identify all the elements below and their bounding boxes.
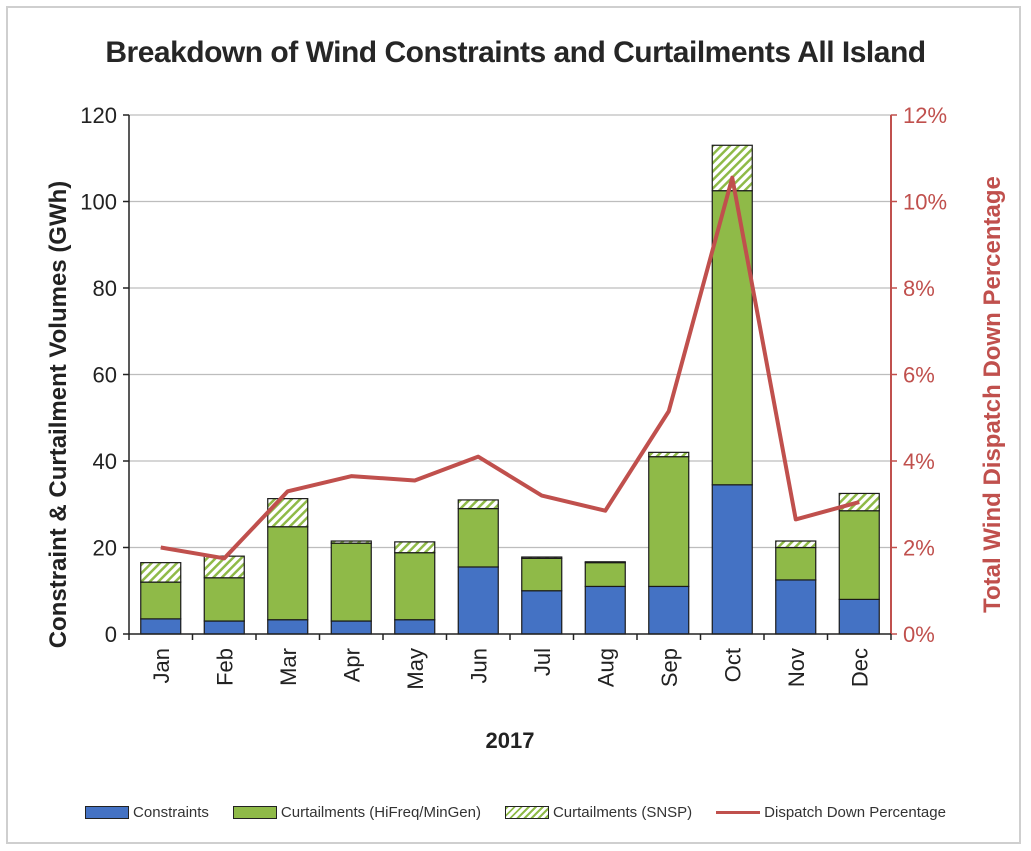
bar-curtailments-hifreq [521, 557, 563, 592]
x-tick-label: May [403, 648, 428, 690]
x-tick-label: Jun [466, 648, 491, 683]
y2-tick-label: 8% [903, 276, 935, 301]
bar-curtailments-snsp [394, 541, 436, 554]
y-axis-title: Constraint & Curtailment Volumes (GWh) [45, 181, 72, 649]
chart-title: Breakdown of Wind Constraints and Curtai… [105, 36, 926, 69]
bar-curtailments-snsp [648, 451, 690, 458]
legend-swatch-curtailments-snsp [504, 806, 549, 819]
legend-label-curtailments-hifreq: Curtailments (HiFreq/MinGen) [280, 804, 481, 821]
chart-frame [6, 6, 1021, 844]
y2-tick-label: 12% [903, 103, 947, 128]
legend-label-curtailments-snsp: Curtailments (SNSP) [552, 804, 693, 821]
bar-curtailments-snsp [584, 561, 626, 564]
bar-curtailments-hifreq [648, 456, 690, 588]
bar-curtailments-hifreq [330, 542, 372, 622]
bar-curtailments-snsp [775, 540, 817, 549]
bar-curtailments-hifreq [140, 581, 182, 620]
y2-tick-label: 2% [903, 536, 935, 561]
x-tick-label: Jan [149, 648, 174, 683]
bar-constraints [140, 618, 182, 635]
bar-constraints [838, 598, 880, 635]
bar-curtailments-hifreq [584, 562, 626, 588]
legend-item-dispatch-down: Dispatch Down Percentage [716, 804, 946, 821]
x-axis-title: 2017 [486, 728, 535, 753]
bar-curtailments-hifreq [775, 546, 817, 581]
bar-curtailments-snsp [521, 556, 563, 559]
x-tick-label: Jul [530, 648, 555, 676]
y-tick-label: 40 [93, 449, 117, 474]
bar-constraints [584, 585, 626, 635]
bar-curtailments-snsp [330, 540, 372, 544]
y2-tick-label: 10% [903, 190, 947, 215]
bar-curtailments-snsp [711, 144, 753, 192]
legend-label-dispatch-down: Dispatch Down Percentage [764, 804, 946, 821]
y-tick-label: 80 [93, 276, 117, 301]
y2-axis-title: Total Wind Dispatch Down Percentage [979, 176, 1006, 613]
bar-curtailments-hifreq [267, 526, 309, 621]
bar-curtailments-snsp [267, 498, 309, 528]
legend-label-constraints: Constraints [133, 804, 209, 821]
y2-tick-label: 6% [903, 363, 935, 388]
bar-constraints [775, 579, 817, 635]
x-tick-label: Oct [720, 648, 745, 682]
x-tick-label: Apr [339, 648, 364, 682]
bar-constraints [267, 619, 309, 635]
legend-swatch-curtailments-hifreq [232, 806, 277, 819]
legend-item-curtailments-snsp: Curtailments (SNSP) [504, 804, 693, 821]
y-tick-label: 120 [80, 103, 117, 128]
bar-curtailments-hifreq [457, 507, 499, 568]
x-tick-label: Dec [847, 648, 872, 687]
bar-constraints [648, 585, 690, 635]
y-tick-label: 100 [80, 190, 117, 215]
bar-curtailments-hifreq [838, 510, 880, 600]
x-tick-label: Sep [657, 648, 682, 687]
legend-swatch-dispatch-down [716, 811, 761, 814]
legend-swatch-constraints [85, 806, 130, 819]
y-tick-label: 60 [93, 363, 117, 388]
x-tick-label: Feb [212, 648, 237, 686]
bar-curtailments-hifreq [203, 577, 245, 622]
y2-tick-label: 0% [903, 622, 935, 647]
bar-constraints [457, 566, 499, 635]
legend: Constraints Curtailments (HiFreq/MinGen)… [0, 804, 1031, 821]
bar-curtailments-snsp [457, 499, 499, 510]
y-tick-label: 20 [93, 536, 117, 561]
bar-curtailments-hifreq [394, 552, 436, 621]
bar-curtailments-snsp [140, 562, 182, 583]
y2-tick-label: 4% [903, 449, 935, 474]
bar-constraints [203, 620, 245, 635]
y-tick-label: 0 [105, 622, 117, 647]
x-tick-label: Nov [784, 648, 809, 687]
bar-constraints [394, 619, 436, 635]
x-tick-label: Aug [593, 648, 618, 687]
bar-constraints [521, 590, 563, 635]
line-dispatch-down [160, 175, 860, 561]
legend-item-constraints: Constraints [85, 804, 209, 821]
legend-item-curtailments-hifreq: Curtailments (HiFreq/MinGen) [232, 804, 481, 821]
bar-constraints [711, 484, 753, 635]
bar-constraints [330, 620, 372, 635]
x-tick-label: Mar [276, 648, 301, 686]
